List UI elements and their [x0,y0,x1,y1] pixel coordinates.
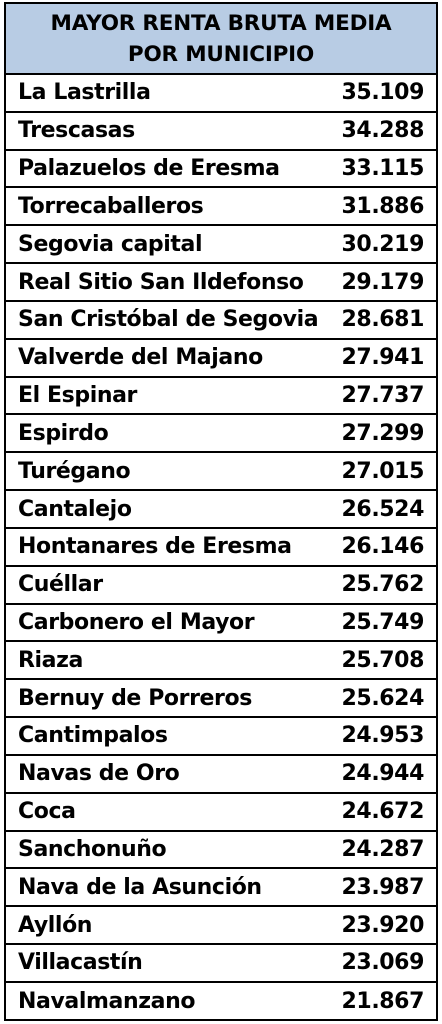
municipality-name: Torrecaballeros [18,193,204,219]
header-title-line-1: MAYOR RENTA BRUTA MEDIA [50,10,392,36]
table-header: MAYOR RENTA BRUTA MEDIA POR MUNICIPIO [6,4,436,75]
income-value: 28.681 [341,307,425,333]
table-row: Hontanares de Eresma 26.146 [6,529,436,567]
income-value: 25.749 [341,610,425,635]
table-row: Navalmanzano 21.867 [6,983,436,1021]
income-value: 34.288 [341,118,425,144]
table-row: Cantimpalos 24.953 [6,718,436,756]
municipality-name: Palazuelos de Eresma [18,156,280,182]
table-row: Segovia capital 30.219 [6,226,436,265]
income-value: 26.146 [341,534,425,560]
income-value: 21.867 [341,989,425,1015]
table-row: Bernuy de Porreros 25.624 [6,680,436,719]
income-value: 30.219 [341,231,425,257]
municipality-name: Hontanares de Eresma [18,534,292,560]
income-value: 23.987 [341,874,425,900]
municipality-name: San Cristóbal de Segovia [18,307,319,333]
table-row: San Cristóbal de Segovia 28.681 [6,302,436,340]
income-value: 24.944 [341,761,425,787]
municipality-name: Villacastín [18,950,143,976]
income-value: 31.886 [341,193,425,219]
table-row: Turégano 27.015 [6,453,436,492]
municipality-name: Ayllón [18,912,93,938]
table-row: La Lastrilla 35.109 [6,75,436,113]
table-row: Nava de la Asunción 23.987 [6,869,436,908]
municipality-name: Cantalejo [18,496,132,522]
table-row: Riaza 25.708 [6,642,436,681]
table-row: Villacastín 23.069 [6,945,436,983]
income-value: 25.762 [341,572,425,598]
municipality-name: Riaza [18,647,83,673]
table-row: Valverde del Majano 27.941 [6,340,436,378]
table-row: Cuéllar 25.762 [6,567,436,605]
income-value: 27.737 [341,383,425,409]
income-value: 25.624 [341,685,425,711]
table-row: Cantalejo 26.524 [6,491,436,529]
municipality-name: Turégano [18,458,131,484]
income-value: 25.708 [341,647,425,673]
municipality-name: Segovia capital [18,231,203,257]
municipality-name: La Lastrilla [18,80,151,106]
table-row: Palazuelos de Eresma 33.115 [6,151,436,189]
municipality-name: El Espinar [18,383,137,409]
table-row: Real Sitio San Ildefonso 29.179 [6,264,436,302]
table-row: Trescasas 34.288 [6,113,436,151]
table-row: Ayllón 23.920 [6,907,436,946]
municipality-name: Valverde del Majano [18,345,263,371]
table-row: Espirdo 27.299 [6,415,436,454]
income-value: 35.109 [341,80,425,106]
table-row: Navas de Oro 24.944 [6,756,436,794]
income-value: 27.299 [341,420,425,446]
income-value: 27.015 [341,458,425,484]
municipality-name: Navalmanzano [18,989,196,1015]
municipality-name: Bernuy de Porreros [18,685,252,711]
municipality-name: Cantimpalos [18,723,168,749]
income-table: MAYOR RENTA BRUTA MEDIA POR MUNICIPIO La… [4,2,438,1021]
income-value: 26.524 [341,496,425,522]
table-row: El Espinar 27.737 [6,378,436,416]
income-value: 24.672 [341,799,425,825]
table-body: La Lastrilla 35.109 Trescasas 34.288 Palazue… [6,75,436,1021]
municipality-name: Nava de la Asunción [18,874,262,900]
municipality-name: Espirdo [18,420,109,446]
municipality-name: Cuéllar [18,572,103,598]
table-row: Carbonero el Mayor 25.749 [6,605,436,643]
income-value: 27.941 [341,345,425,371]
municipality-name: Navas de Oro [18,761,180,787]
income-value: 23.069 [341,950,425,976]
income-value: 29.179 [341,269,425,295]
table-row: Coca 24.672 [6,794,436,832]
municipality-name: Coca [18,799,76,825]
municipality-name: Trescasas [18,118,135,144]
income-value: 24.287 [341,836,425,862]
municipality-name: Carbonero el Mayor [18,610,255,635]
table-row: Sanchonuño 24.287 [6,832,436,870]
income-value: 24.953 [341,723,425,749]
municipality-name: Sanchonuño [18,836,167,862]
municipality-name: Real Sitio San Ildefonso [18,269,304,295]
header-title-line-2: POR MUNICIPIO [127,41,315,67]
table-row: Torrecaballeros 31.886 [6,188,436,227]
income-value: 33.115 [341,156,425,182]
income-value: 23.920 [341,912,425,938]
